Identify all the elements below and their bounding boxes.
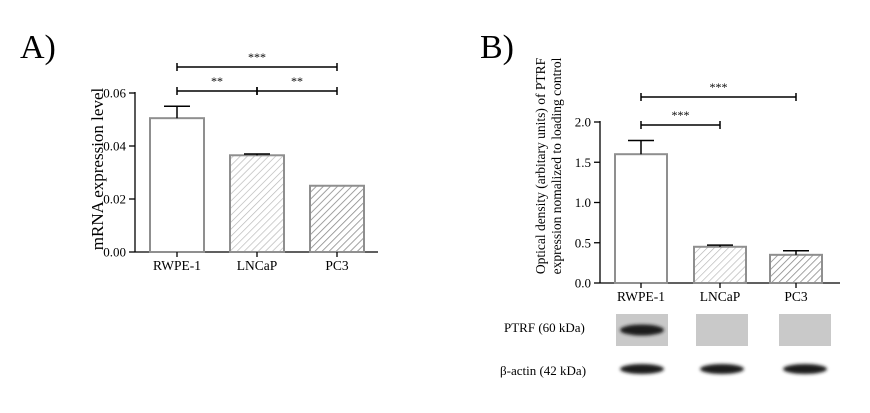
panel-b-label: B) bbox=[480, 29, 514, 66]
panel-a-bar-lncap bbox=[229, 154, 285, 253]
panel-a: A) mRNA expression level 0.00 0.02 0.04 0.0… bbox=[20, 29, 378, 273]
blot-row-label-ptrf: PTRF (60 kDa) bbox=[504, 320, 585, 335]
panel-a-x-tick-label: LNCaP bbox=[237, 258, 278, 273]
panel-b-x-tick-label: LNCaP bbox=[700, 289, 741, 304]
blot-lane-background bbox=[696, 314, 748, 346]
panel-b-x-tick-label: PC3 bbox=[784, 289, 808, 304]
blot-band bbox=[700, 364, 744, 374]
panel-b-bar-pc3 bbox=[769, 253, 823, 284]
panel-a-y-tick-label: 0.00 bbox=[103, 245, 126, 260]
panel-b-significance-label: *** bbox=[710, 80, 728, 94]
panel-b-y-tick-label: 1.0 bbox=[575, 195, 591, 210]
panel-a-bar-pc3 bbox=[309, 184, 365, 253]
panel-b-bar-rwpe-1 bbox=[614, 153, 668, 284]
panel-b-y-tick-label: 0.5 bbox=[575, 235, 591, 250]
panel-b-bar-lncap bbox=[693, 245, 747, 284]
panel-a-y-tick-label: 0.04 bbox=[103, 139, 126, 154]
western-blot: PTRF (60 kDa) β-actin (42 kDa) bbox=[500, 314, 831, 378]
panel-b: B) Optical density (arbitary units) of P… bbox=[480, 29, 840, 304]
panel-a-x-tick-label: PC3 bbox=[325, 258, 349, 273]
panel-a-significance-label: *** bbox=[248, 50, 266, 64]
panel-a-y-tick-label: 0.06 bbox=[103, 86, 126, 101]
panel-a-y-axis-label: mRNA expression level bbox=[88, 88, 107, 251]
panel-a-significance-label: ** bbox=[211, 74, 223, 88]
panel-b-y-tick-label: 0.0 bbox=[575, 276, 591, 291]
panel-a-bar-rwpe-1 bbox=[149, 117, 205, 253]
blot-lanes bbox=[616, 314, 831, 374]
blot-band bbox=[620, 324, 664, 336]
panel-b-significance-label: *** bbox=[672, 108, 690, 122]
panel-a-y-tick-label: 0.02 bbox=[103, 192, 126, 207]
blot-band bbox=[620, 364, 664, 374]
panel-b-x-tick-label: RWPE-1 bbox=[617, 289, 665, 304]
panel-b-y-axis-label-line-2: expression nomalized to loading control bbox=[549, 57, 564, 274]
panel-a-label: A) bbox=[20, 29, 56, 66]
panel-b-y-tick-label: 2.0 bbox=[575, 115, 591, 130]
blot-lane-background bbox=[779, 314, 831, 346]
blot-band bbox=[783, 364, 827, 374]
panel-b-plot: 0.0 0.5 1.0 1.5 2.0 RWPE-1 LNCaP PC3 *** *** bbox=[575, 80, 840, 304]
blot-row-label-beta-actin: β-actin (42 kDa) bbox=[500, 363, 586, 378]
panel-b-y-axis-label-line-1: Optical density (arbitary units) of PTRF bbox=[533, 57, 548, 274]
panel-b-y-tick-label: 1.5 bbox=[575, 155, 591, 170]
panel-a-x-tick-label: RWPE-1 bbox=[153, 258, 201, 273]
panel-a-significance-label: ** bbox=[291, 74, 303, 88]
